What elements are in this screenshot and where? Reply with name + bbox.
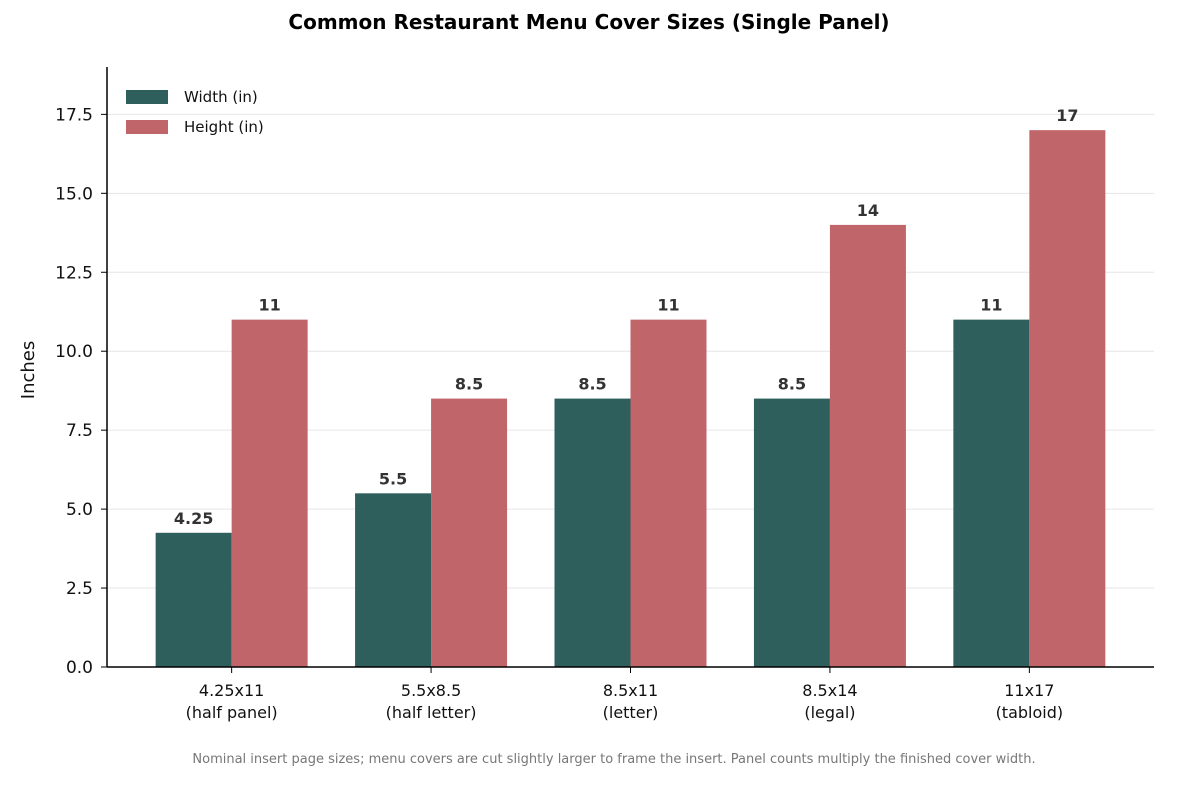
data-label: 8.5	[578, 375, 606, 394]
legend-item-width: Width (in)	[126, 82, 264, 112]
x-tick-label: 5.5x8.5	[401, 681, 461, 700]
bar-height	[1029, 130, 1106, 667]
data-label: 14	[857, 201, 879, 220]
legend-label-height: Height (in)	[184, 118, 264, 136]
x-tick-label: 4.25x11	[199, 681, 264, 700]
bar-width	[753, 398, 830, 667]
data-label: 11	[259, 296, 281, 315]
bar-height	[829, 224, 906, 668]
y-tick-label: 10.0	[55, 342, 93, 362]
data-label: 17	[1056, 106, 1078, 125]
y-tick-label: 15.0	[55, 184, 93, 204]
legend-item-height: Height (in)	[126, 112, 264, 142]
legend: Width (in) Height (in)	[126, 82, 264, 142]
x-tick-label: 8.5x14	[802, 681, 857, 700]
axes: 0.0 2.5 5.0 7.5 10.0 12.5 15.0 17.5 4.25x11 (half…	[55, 67, 1154, 722]
y-axis-label: Inches	[18, 341, 39, 399]
legend-label-width: Width (in)	[184, 88, 258, 106]
data-label: 4.25	[174, 509, 213, 528]
bar-width	[554, 398, 631, 667]
y-tick-label: 12.5	[55, 263, 93, 283]
bars: 4.25 11 5.5 8.5 8.5 11 8.5 14 11 17	[155, 106, 1106, 668]
data-label: 5.5	[379, 469, 407, 488]
data-label: 8.5	[778, 375, 806, 394]
x-tick-sublabel: (legal)	[804, 703, 855, 722]
x-tick-sublabel: (letter)	[603, 703, 659, 722]
bar-width	[355, 493, 432, 667]
x-tick-sublabel: (half panel)	[186, 703, 278, 722]
y-tick-label: 7.5	[66, 421, 93, 441]
x-tick-sublabel: (tabloid)	[996, 703, 1064, 722]
bar-width	[155, 532, 232, 667]
x-tick-label: 11x17	[1004, 681, 1054, 700]
footnote: Nominal insert page sizes; menu covers a…	[192, 752, 1036, 767]
data-label: 8.5	[455, 375, 483, 394]
data-label: 11	[657, 296, 679, 315]
bar-height	[431, 398, 508, 667]
y-tick-label: 0.0	[66, 658, 93, 678]
x-tick-label: 8.5x11	[603, 681, 658, 700]
x-tick-sublabel: (half letter)	[386, 703, 477, 722]
legend-swatch-width	[126, 90, 168, 104]
y-tick-label: 17.5	[55, 105, 93, 125]
legend-swatch-height	[126, 120, 168, 134]
chart-title: Common Restaurant Menu Cover Sizes (Sing…	[288, 10, 890, 34]
bar-width	[953, 319, 1030, 667]
y-tick-label: 5.0	[66, 500, 93, 520]
bar-height	[231, 319, 308, 667]
data-label: 11	[980, 296, 1002, 315]
bar-height	[630, 319, 707, 667]
y-tick-label: 2.5	[66, 579, 93, 599]
